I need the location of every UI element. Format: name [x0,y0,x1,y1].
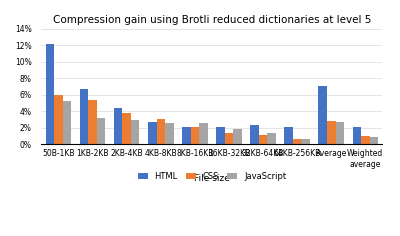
Bar [131,119,140,144]
Bar [54,95,63,144]
Bar [165,123,174,144]
Bar [370,137,378,144]
Bar [336,122,344,144]
Bar [114,108,122,144]
Bar [148,122,156,144]
Bar [199,123,208,144]
Bar [327,121,336,144]
Bar [302,139,310,144]
Bar [293,139,302,144]
Title: Compression gain using Brotli reduced dictionaries at level 5: Compression gain using Brotli reduced di… [53,15,371,25]
Bar [80,89,88,144]
Bar [122,113,131,144]
Bar [267,133,276,144]
Bar [352,127,361,144]
Bar [63,101,71,144]
Bar [88,101,97,144]
Legend: HTML, CSS, JavaScript: HTML, CSS, JavaScript [134,169,290,184]
Bar [361,136,370,144]
Bar [233,129,242,144]
Bar [182,127,191,144]
Bar [156,119,165,144]
Bar [259,135,267,144]
X-axis label: File size: File size [194,174,230,183]
Bar [284,127,293,144]
Bar [250,125,259,144]
Bar [225,133,233,144]
Bar [216,127,225,144]
Bar [191,127,199,144]
Bar [97,118,105,144]
Bar [46,44,54,144]
Bar [318,86,327,144]
